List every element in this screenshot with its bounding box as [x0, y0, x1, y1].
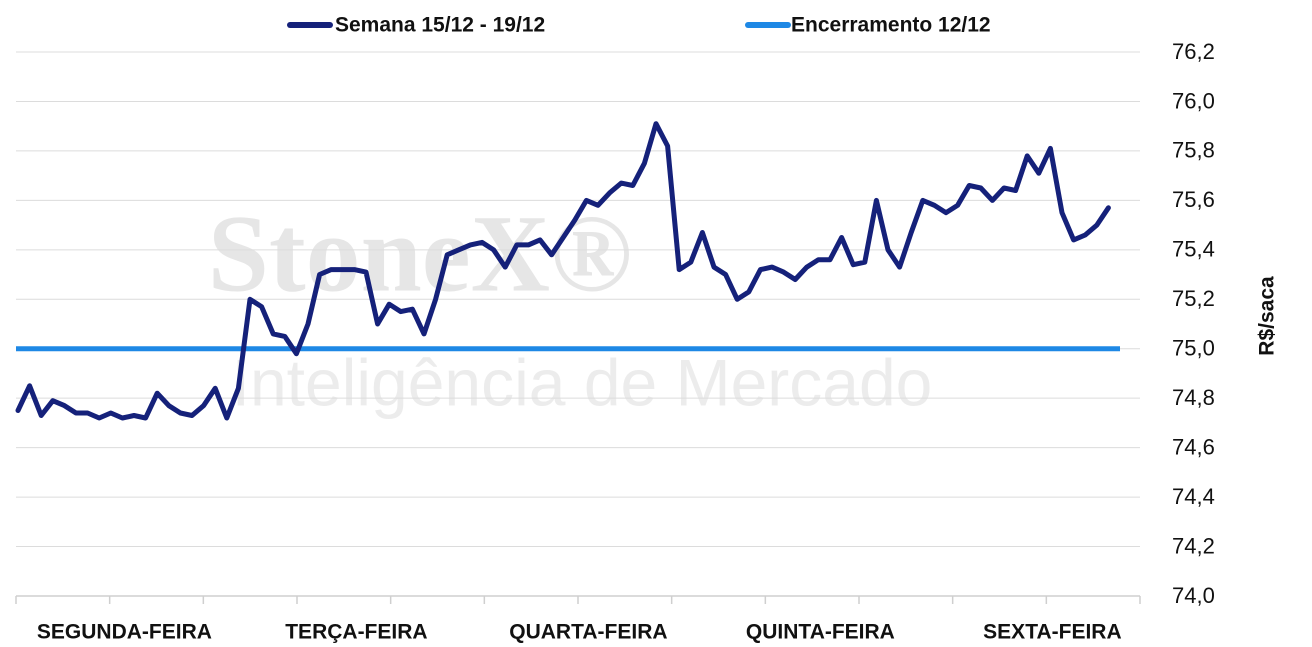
x-tick-label: TERÇA-FEIRA [285, 621, 427, 644]
y-tick-label: 75,0 [1172, 336, 1215, 361]
y-tick-label: 75,6 [1172, 187, 1215, 212]
y-tick-label: 74,0 [1172, 583, 1215, 608]
series-line [15, 121, 1111, 421]
y-tick-label: 75,8 [1172, 138, 1215, 163]
x-tick-label: SEXTA-FEIRA [983, 621, 1121, 644]
legend-label: Encerramento 12/12 [791, 14, 991, 37]
y-tick-label: 75,4 [1172, 237, 1215, 262]
legend-label: Semana 15/12 - 19/12 [335, 14, 545, 37]
y-axis-title: R$/saca [1256, 276, 1279, 356]
y-tick-label: 74,6 [1172, 434, 1215, 459]
y-tick-label: 74,4 [1172, 484, 1215, 509]
x-tick-label: QUARTA-FEIRA [509, 621, 667, 644]
x-tick-label: QUINTA-FEIRA [746, 621, 895, 644]
y-tick-label: 74,2 [1172, 533, 1215, 558]
x-tick-label: SEGUNDA-FEIRA [37, 621, 212, 644]
y-tick-label: 76,2 [1172, 39, 1215, 64]
y-tick-label: 75,2 [1172, 286, 1215, 311]
watermark: StoneX® [208, 192, 632, 314]
y-tick-label: 74,8 [1172, 385, 1215, 410]
watermark: Inteligência de Mercado [232, 345, 933, 419]
y-tick-label: 76,0 [1172, 88, 1215, 113]
